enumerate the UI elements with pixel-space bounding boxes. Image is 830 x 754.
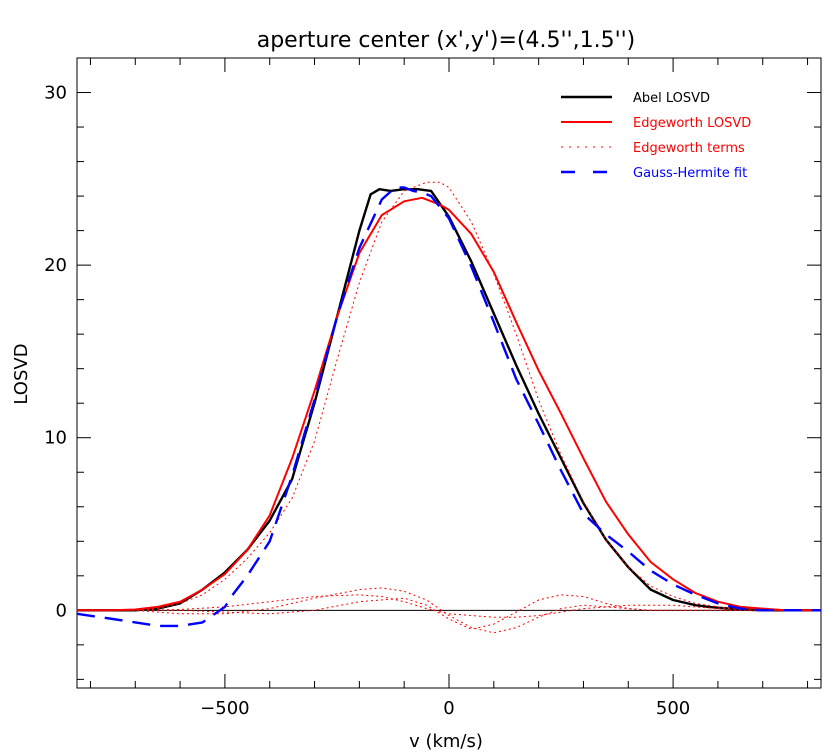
legend-label: Gauss-Hermite fit bbox=[633, 166, 747, 181]
y-tick-label: 10 bbox=[44, 428, 67, 449]
y-axis-label: LOSVD bbox=[11, 343, 32, 404]
series-line-4 bbox=[77, 594, 821, 630]
legend-label: Edgeworth terms bbox=[633, 141, 745, 156]
series-line-6 bbox=[77, 186, 821, 628]
legend: Abel LOSVD Edgeworth LOSVD Edgeworth terms… bbox=[561, 91, 751, 181]
series-line-3 bbox=[77, 587, 821, 634]
series-line-1 bbox=[77, 196, 821, 612]
x-axis-label: v (km/s) bbox=[409, 731, 483, 752]
legend-label: Edgeworth LOSVD bbox=[633, 116, 751, 131]
chart-title: aperture center (x',y')=(4.5'',1.5'') bbox=[257, 28, 636, 53]
legend-label: Abel LOSVD bbox=[633, 91, 710, 106]
series-line-2 bbox=[77, 181, 821, 611]
x-tick-label: 500 bbox=[656, 698, 690, 719]
y-tick-label: 30 bbox=[44, 83, 67, 104]
x-tick-label: 0 bbox=[443, 698, 454, 719]
series-line-0 bbox=[77, 188, 821, 612]
y-tick-label: 20 bbox=[44, 255, 67, 276]
y-tick-label: 0 bbox=[56, 600, 67, 621]
x-tick-label: −500 bbox=[200, 698, 249, 719]
